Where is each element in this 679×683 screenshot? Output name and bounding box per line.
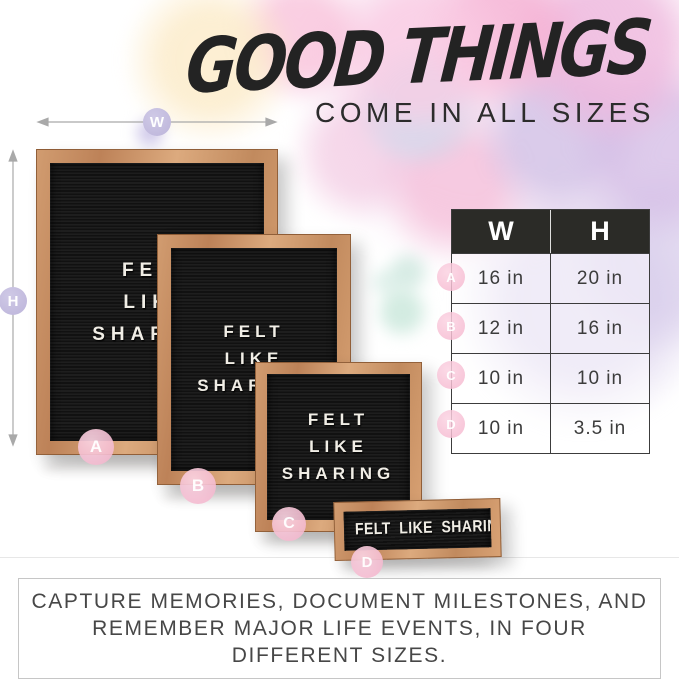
table-row-badge-b: B (437, 312, 465, 340)
size-table-header-h: H (590, 216, 610, 246)
table-row-badge-d: D (437, 410, 465, 438)
row-a-height: 20 in (576, 267, 624, 289)
board-c-felt: FELT LIKE SHARING (267, 374, 410, 520)
board-d-size-badge: D (351, 546, 383, 578)
table-row-badge-a: A (437, 263, 465, 291)
caption-line: CAPTURE MEMORIES, DOCUMENT MILESTONES, A… (31, 590, 648, 613)
board-d-felt: FELT LIKE SHARING (343, 508, 492, 551)
board-c-message: FELT LIKE SHARING (267, 406, 410, 487)
board-b-size-badge: B (180, 468, 216, 504)
board-c-line: LIKE (309, 437, 368, 456)
row-b-width: 12 in (452, 304, 551, 353)
headline-subtitle: COME IN ALL SIZES (315, 97, 655, 128)
row-b-height: 16 in (576, 317, 624, 339)
height-label-badge: H (0, 287, 27, 315)
row-c-height: 10 in (576, 367, 624, 389)
size-table: W H 16 in 20 in 12 in 16 in 10 in 10 in … (451, 209, 650, 454)
row-d-width: 10 in (452, 404, 551, 453)
size-table-header: W H (452, 210, 649, 253)
board-a-size-badge: A (78, 429, 114, 465)
caption-line: DIFFERENT SIZES. (231, 644, 448, 667)
table-row-badge-c: C (437, 361, 465, 389)
row-c-width: 10 in (452, 354, 551, 403)
caption-box: CAPTURE MEMORIES, DOCUMENT MILESTONES, A… (18, 578, 661, 679)
caption-line: REMEMBER MAJOR LIFE EVENTS, IN FOUR (92, 617, 587, 640)
table-row: 12 in 16 in (452, 303, 649, 353)
table-row: 10 in 10 in (452, 353, 649, 403)
board-c-line: FELT (307, 410, 370, 429)
board-c-size-badge: C (272, 507, 306, 541)
table-row: 16 in 20 in (452, 253, 649, 303)
row-a-width: 16 in (452, 254, 551, 303)
size-table-header-w: W (452, 210, 551, 253)
row-d-height: 3.5 in (573, 417, 627, 439)
width-label-badge: W (143, 108, 171, 136)
board-d-message: FELT LIKE SHARING (354, 516, 492, 539)
table-row: 10 in 3.5 in (452, 403, 649, 453)
board-b-line: FELT (223, 322, 285, 341)
board-d-line: FELT LIKE SHARING (354, 516, 492, 539)
headline-title: GOOD THINGS (182, 2, 654, 111)
board-c-line: SHARING (281, 464, 396, 483)
